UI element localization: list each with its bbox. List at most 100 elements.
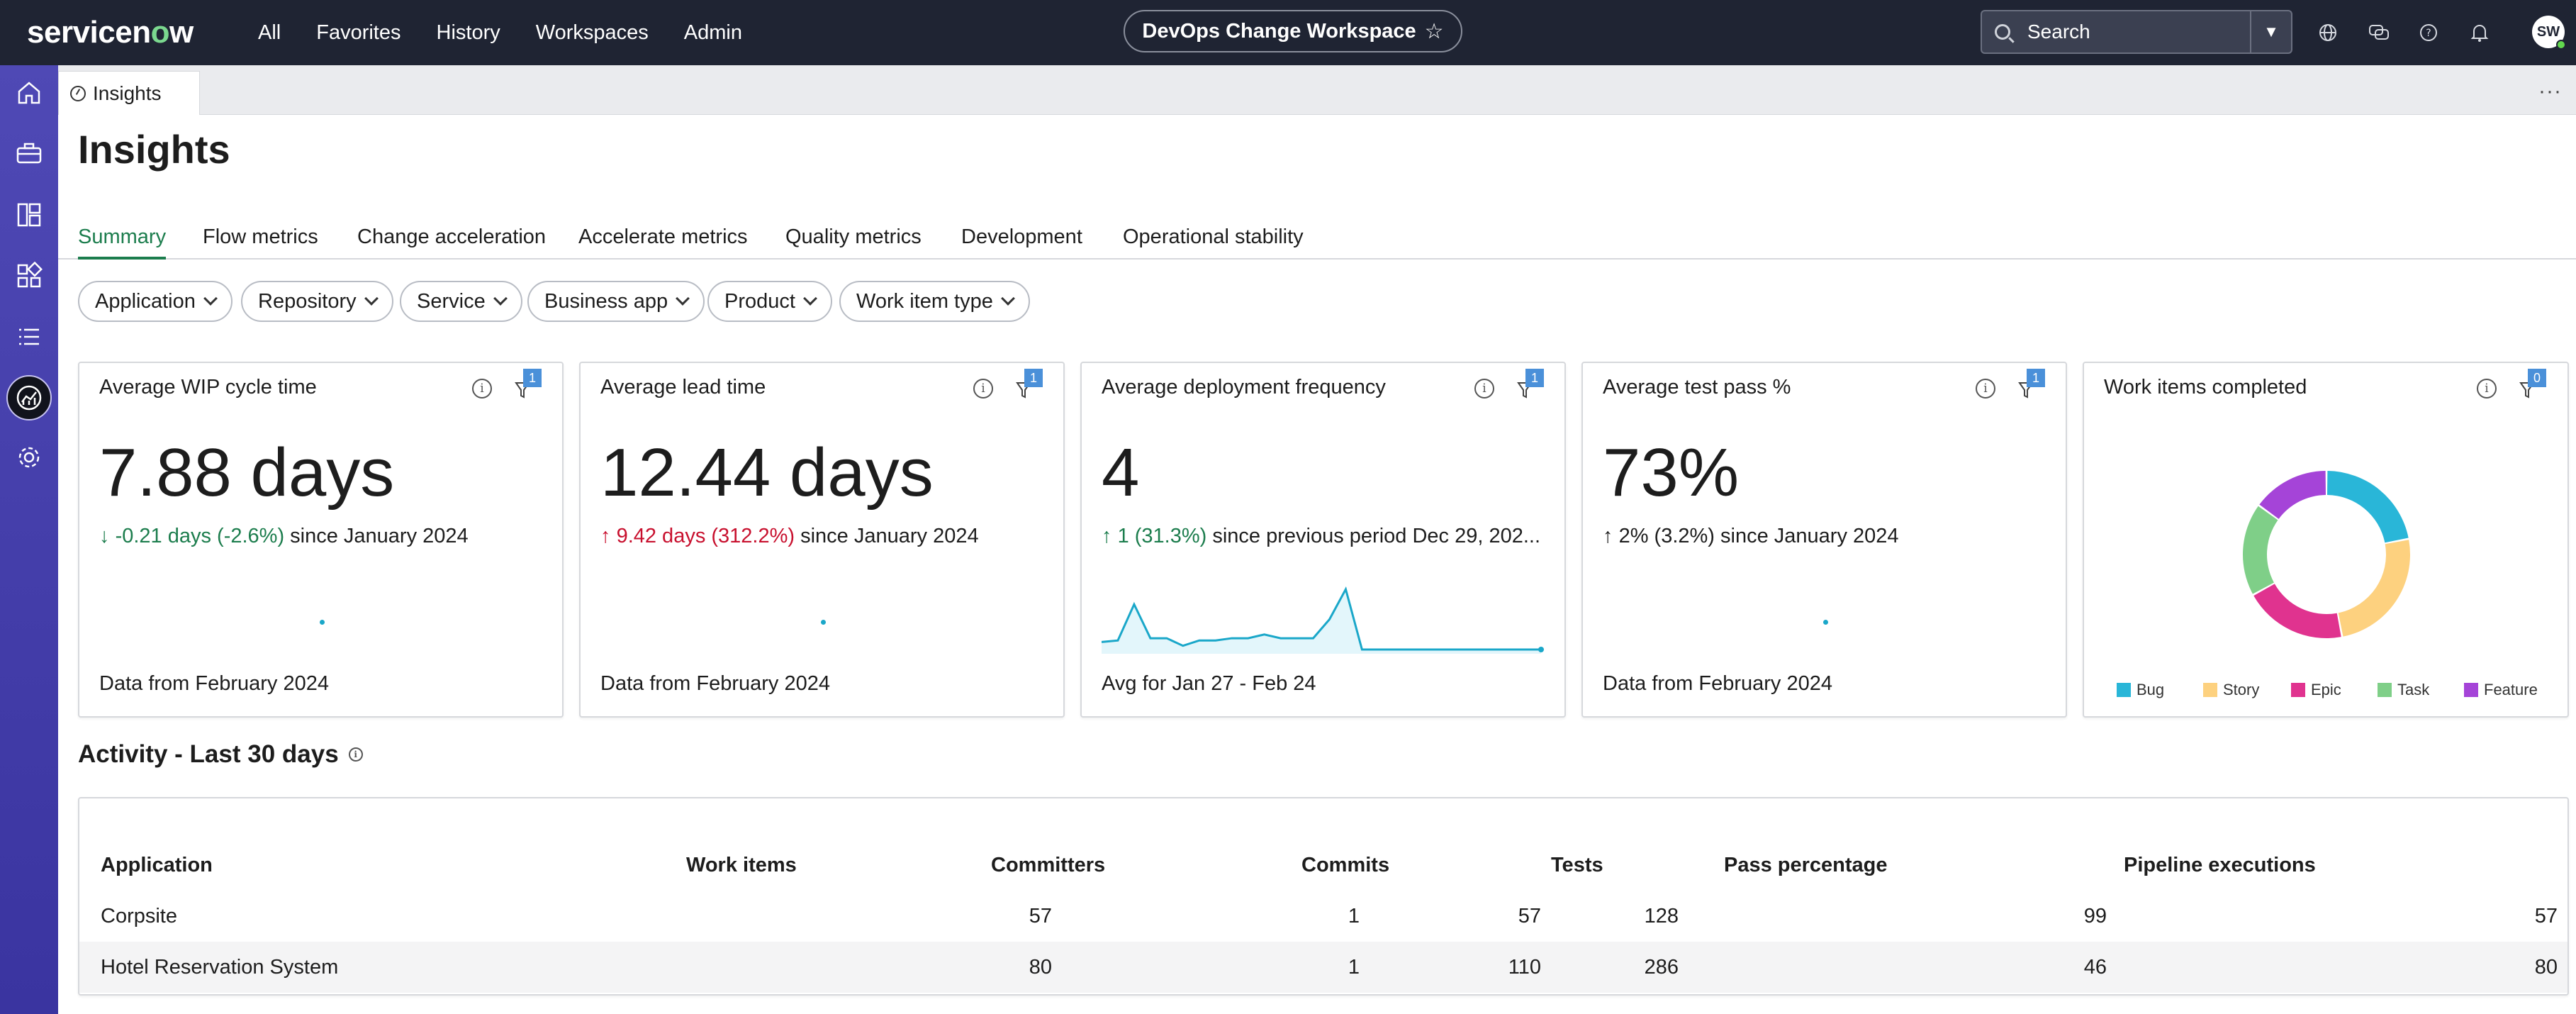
tab-quality-metrics[interactable]: Quality metrics	[785, 225, 922, 248]
info-icon[interactable]: i	[1474, 379, 1494, 399]
col-header-commits[interactable]: Commits	[1301, 854, 1390, 876]
sparkline-point	[821, 620, 826, 625]
work-items-donut	[2243, 471, 2410, 638]
donut-slice-story	[2338, 540, 2410, 637]
tab-insights-label: Insights	[93, 82, 162, 104]
metric-value: 7.88 days	[99, 435, 395, 511]
search-icon	[1995, 24, 2010, 40]
legend-label: Feature	[2484, 681, 2538, 698]
donut-slice-task	[2243, 506, 2278, 594]
nav-history[interactable]: History	[436, 21, 500, 44]
tab-accelerate-metrics[interactable]: Accelerate metrics	[578, 225, 748, 248]
apps-icon[interactable]	[11, 258, 47, 294]
legend-swatch	[2464, 683, 2478, 697]
avatar[interactable]: SW	[2532, 16, 2566, 50]
help-icon[interactable]: ?	[2413, 17, 2444, 48]
metric-delta: ↓ -0.21 days (-2.6%) since January 2024	[99, 525, 469, 548]
col-header-application[interactable]: Application	[101, 854, 213, 876]
card-title: Work items completed	[2104, 376, 2307, 399]
bell-icon[interactable]	[2464, 17, 2495, 48]
info-icon[interactable]: i	[348, 747, 363, 762]
dashboard-icon[interactable]	[11, 197, 47, 233]
nav-workspaces[interactable]: Workspaces	[535, 21, 649, 44]
card-lead-time[interactable]: Average lead time i 1 12.44 days ↑ 9.42 …	[579, 362, 1065, 718]
star-icon[interactable]: ☆	[1424, 19, 1444, 43]
workspace-switcher[interactable]: DevOps Change Workspace ☆	[1124, 10, 1462, 52]
tab-summary[interactable]: Summary	[78, 225, 167, 260]
chat-icon[interactable]	[2363, 17, 2395, 48]
col-header-committers[interactable]: Committers	[991, 854, 1106, 876]
col-header-work-items[interactable]: Work items	[686, 854, 797, 876]
delta-arrow: ↑	[1603, 525, 1613, 547]
delta-suffix: since January 2024	[795, 525, 979, 547]
legend-label: Story	[2223, 681, 2260, 698]
table-row[interactable]: Hotel Reservation System 80 1 110 286 46…	[79, 942, 2567, 993]
delta-suffix: since January 2024	[284, 525, 469, 547]
nav-admin[interactable]: Admin	[683, 21, 742, 44]
nav-all[interactable]: All	[258, 21, 281, 44]
info-icon[interactable]: i	[1976, 379, 1995, 399]
nav-favorites[interactable]: Favorites	[316, 21, 401, 44]
cell-commits: 57	[1518, 905, 1541, 927]
legend-task[interactable]: Task	[2378, 681, 2429, 699]
col-header-pipeline-executions[interactable]: Pipeline executions	[2124, 854, 2316, 876]
info-icon[interactable]: i	[973, 379, 993, 399]
legend-label: Bug	[2137, 681, 2165, 698]
cell-tests: 128	[1644, 905, 1679, 927]
table-row[interactable]: Corpsite 57 1 57 128 99 57	[79, 891, 2567, 942]
card-test-pass[interactable]: Average test pass % i 1 73% ↑ 2% (3.2%) …	[1581, 362, 2067, 718]
home-icon[interactable]	[11, 75, 47, 111]
info-icon[interactable]: i	[472, 379, 492, 399]
legend-epic[interactable]: Epic	[2291, 681, 2341, 699]
sparkline-line	[1102, 586, 1541, 651]
globe-icon[interactable]	[2312, 17, 2343, 48]
card-wip-cycle-time[interactable]: Average WIP cycle time i 1 7.88 days ↓ -…	[78, 362, 564, 718]
card-work-items-completed[interactable]: Work items completed i 0 Bug Story Epic …	[2083, 362, 2569, 718]
global-search[interactable]: Search ▼	[1981, 10, 2292, 54]
card-deployment-frequency[interactable]: Average deployment frequency i 1 4 ↑ 1 (…	[1080, 362, 1566, 718]
filter-service[interactable]: Service	[400, 281, 522, 322]
filter-count-badge: 1	[523, 369, 542, 387]
cell-application[interactable]: Corpsite	[101, 905, 177, 927]
servicenow-logo[interactable]: servicenow	[27, 15, 194, 50]
toolbox-icon[interactable]	[11, 136, 47, 172]
legend-label: Epic	[2311, 681, 2341, 698]
sparkline-end-point	[1538, 647, 1544, 652]
workspace-tabstrip: Insights ···	[58, 65, 2576, 115]
tab-insights[interactable]: Insights	[58, 71, 200, 115]
cell-pipeline-executions: 57	[2534, 905, 2558, 927]
cell-work-items: 57	[1029, 905, 1052, 927]
more-options-icon[interactable]: ···	[2538, 79, 2562, 103]
filter-repository[interactable]: Repository	[241, 281, 393, 322]
search-input[interactable]: Search	[2027, 21, 2090, 43]
filter-product[interactable]: Product	[707, 281, 832, 322]
info-icon[interactable]: i	[2477, 379, 2497, 399]
tab-development[interactable]: Development	[961, 225, 1082, 248]
tab-operational-stability[interactable]: Operational stability	[1123, 225, 1304, 248]
card-title: Average lead time	[600, 376, 766, 399]
gear-icon[interactable]	[11, 440, 47, 475]
filter-count-badge: 0	[2528, 369, 2546, 387]
filter-work-item-type[interactable]: Work item type	[839, 281, 1030, 322]
legend-feature[interactable]: Feature	[2464, 681, 2538, 699]
card-title: Average WIP cycle time	[99, 376, 317, 399]
top-bar: servicenow All Favorites History Workspa…	[0, 0, 2576, 65]
chevron-down-icon	[676, 291, 690, 306]
cell-application[interactable]: Hotel Reservation System	[101, 956, 339, 979]
legend-story[interactable]: Story	[2203, 681, 2259, 699]
donut-slice-epic	[2253, 584, 2341, 638]
legend-bug[interactable]: Bug	[2117, 681, 2164, 699]
filter-label: Service	[417, 289, 486, 313]
filter-application[interactable]: Application	[78, 281, 233, 322]
avatar-initials: SW	[2536, 23, 2560, 40]
insights-icon[interactable]	[6, 375, 52, 420]
tab-change-acceleration[interactable]: Change acceleration	[357, 225, 547, 248]
cell-pipeline-executions: 80	[2534, 956, 2558, 979]
search-scope-dropdown[interactable]: ▼	[2250, 11, 2291, 52]
list-icon[interactable]	[11, 319, 47, 355]
filter-business-app[interactable]: Business app	[527, 281, 705, 322]
tab-flow-metrics[interactable]: Flow metrics	[203, 225, 318, 248]
chevron-down-icon	[803, 291, 817, 306]
col-header-pass-percentage[interactable]: Pass percentage	[1724, 854, 1888, 876]
col-header-tests[interactable]: Tests	[1551, 854, 1603, 876]
